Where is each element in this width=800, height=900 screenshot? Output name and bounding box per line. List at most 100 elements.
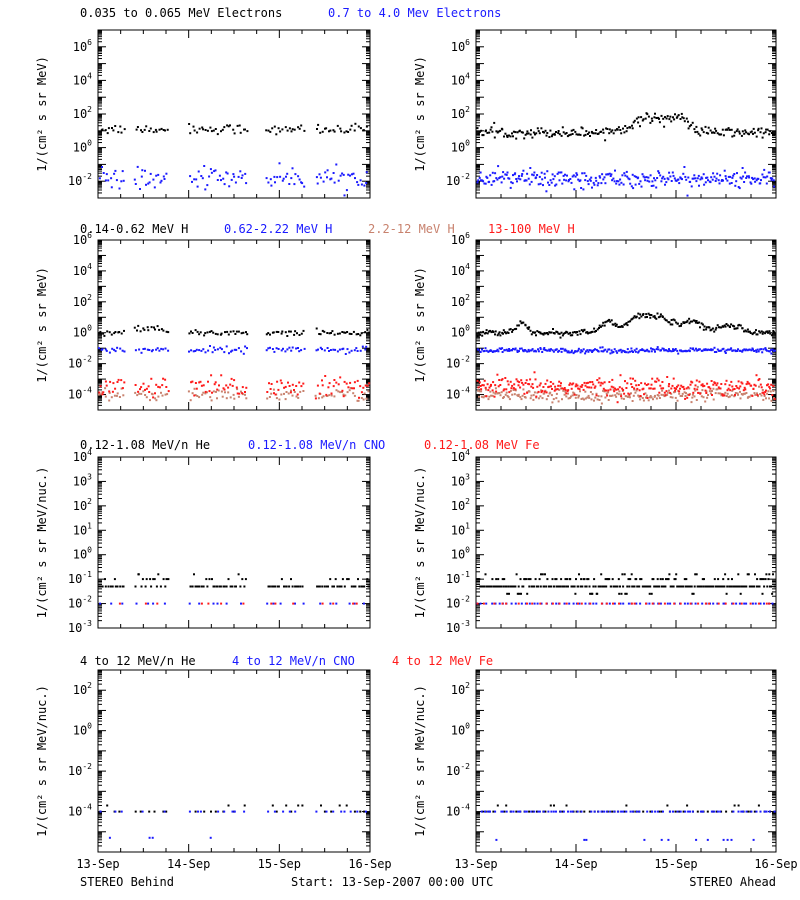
data-point xyxy=(573,392,576,395)
data-point xyxy=(598,175,601,178)
data-point xyxy=(589,391,592,393)
data-point xyxy=(670,392,673,395)
data-point xyxy=(699,326,701,329)
data-point xyxy=(600,810,603,813)
data-point xyxy=(582,388,585,391)
data-point xyxy=(155,399,158,402)
data-point xyxy=(757,395,759,398)
data-point xyxy=(639,398,642,401)
data-point xyxy=(339,376,342,379)
data-point xyxy=(166,128,169,131)
data-point xyxy=(237,175,240,178)
series-0.14-0.62 MeV H xyxy=(476,312,775,339)
data-point xyxy=(525,179,528,182)
data-point xyxy=(545,585,548,588)
data-point xyxy=(652,184,655,187)
data-point xyxy=(280,578,283,581)
data-point xyxy=(757,350,760,353)
data-point xyxy=(597,132,600,135)
data-point xyxy=(656,377,659,380)
data-point xyxy=(728,182,731,185)
data-point xyxy=(503,810,506,813)
data-point xyxy=(480,810,483,813)
data-point xyxy=(496,348,499,351)
data-point xyxy=(769,390,772,393)
data-point xyxy=(111,390,114,393)
data-point xyxy=(586,396,589,399)
data-point xyxy=(637,394,640,397)
data-point xyxy=(762,331,765,334)
data-point xyxy=(110,396,113,399)
data-point xyxy=(237,347,240,350)
data-point xyxy=(595,602,598,605)
data-point xyxy=(707,132,710,135)
data-point xyxy=(679,387,681,390)
data-point xyxy=(525,379,528,382)
data-point xyxy=(694,384,697,387)
data-point xyxy=(100,393,103,396)
data-point xyxy=(551,133,554,136)
data-point xyxy=(633,387,636,390)
data-point xyxy=(638,585,641,588)
data-point xyxy=(487,389,490,392)
data-point xyxy=(321,130,324,133)
data-point xyxy=(631,317,634,320)
data-point xyxy=(136,126,139,128)
data-point xyxy=(737,186,740,188)
data-point xyxy=(625,395,628,398)
data-point xyxy=(477,386,480,389)
data-point xyxy=(741,393,744,396)
data-point xyxy=(772,573,774,576)
data-point xyxy=(104,387,107,390)
data-point xyxy=(722,602,725,605)
data-point xyxy=(116,381,119,383)
data-point xyxy=(511,182,514,185)
data-point xyxy=(213,383,216,386)
data-point xyxy=(603,381,606,384)
data-point xyxy=(293,128,296,131)
data-point xyxy=(491,130,494,133)
data-point xyxy=(362,129,365,132)
data-point xyxy=(659,174,662,177)
data-point xyxy=(583,172,586,175)
data-point xyxy=(661,381,664,383)
data-point xyxy=(204,392,207,395)
data-point xyxy=(360,391,363,394)
data-point xyxy=(273,392,275,395)
data-point xyxy=(99,385,102,388)
data-point xyxy=(145,578,148,581)
series-title: 0.7 to 4.0 Mev Electrons xyxy=(328,6,501,20)
data-point xyxy=(202,585,205,588)
data-point xyxy=(525,810,528,813)
data-point xyxy=(123,329,125,332)
data-point xyxy=(697,174,700,177)
data-point xyxy=(116,392,119,395)
data-point xyxy=(324,171,327,174)
data-point xyxy=(707,126,710,129)
data-point xyxy=(604,396,607,399)
data-point xyxy=(744,392,747,395)
data-point xyxy=(711,394,713,396)
data-point xyxy=(582,188,585,191)
data-point xyxy=(640,185,643,188)
data-point xyxy=(550,810,553,813)
data-point xyxy=(194,329,197,332)
data-point xyxy=(496,585,499,588)
data-point xyxy=(536,391,539,394)
data-point xyxy=(321,329,324,332)
y-tick-label: 103 xyxy=(451,472,470,488)
data-point xyxy=(235,386,238,389)
data-point xyxy=(516,324,519,327)
data-point xyxy=(507,383,510,386)
data-point xyxy=(683,166,686,168)
data-point xyxy=(672,810,674,813)
data-point xyxy=(283,392,285,395)
data-point xyxy=(226,330,229,333)
data-point xyxy=(273,350,276,353)
data-point xyxy=(112,382,115,385)
data-point xyxy=(726,389,729,392)
data-point xyxy=(200,384,203,387)
data-point xyxy=(348,602,351,605)
data-point xyxy=(359,179,362,182)
data-point xyxy=(685,392,687,395)
